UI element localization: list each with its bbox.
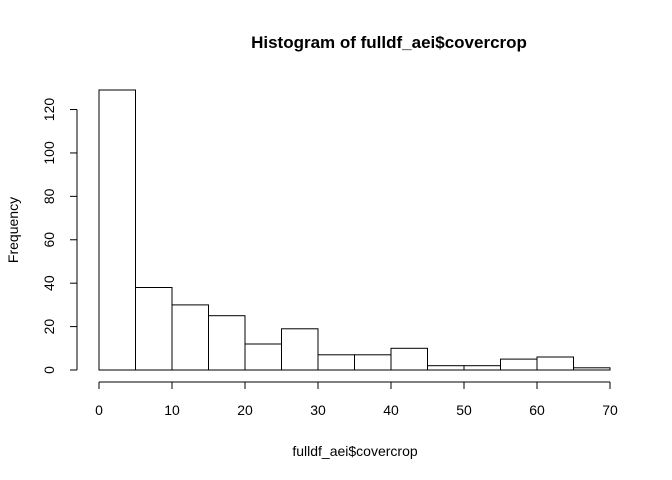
histogram-bar xyxy=(171,304,209,371)
y-tick-label: 80 xyxy=(41,188,57,204)
histogram-bar xyxy=(427,365,465,371)
x-tick-label: 50 xyxy=(456,402,472,418)
histogram-bar xyxy=(500,358,538,371)
y-axis: 0 20 40 60 80 100 120 xyxy=(41,98,78,374)
histogram-bar xyxy=(244,343,282,371)
histogram-bar xyxy=(573,367,611,371)
histogram-bar xyxy=(390,347,428,371)
y-tick-label: 60 xyxy=(41,232,57,248)
x-axis-label: fulldf_aei$covercrop xyxy=(292,443,418,459)
histogram-bar xyxy=(135,287,173,371)
histogram-bar xyxy=(208,315,246,371)
histogram-bar xyxy=(281,328,319,371)
y-tick-label: 100 xyxy=(41,141,57,165)
histogram-bar xyxy=(536,356,574,371)
y-tick-label: 120 xyxy=(41,98,57,122)
y-axis-label: Frequency xyxy=(5,197,21,263)
x-tick-label: 20 xyxy=(237,402,253,418)
histogram-bar xyxy=(463,365,501,371)
x-tick-label: 60 xyxy=(529,402,545,418)
x-tick-label: 70 xyxy=(602,402,618,418)
x-tick-label: 40 xyxy=(383,402,399,418)
x-tick-label: 10 xyxy=(164,402,180,418)
histogram-bar xyxy=(98,89,136,371)
y-tick-label: 0 xyxy=(41,366,57,374)
histogram-bar xyxy=(354,354,392,371)
x-tick-label: 0 xyxy=(95,402,103,418)
chart-title: Histogram of fulldf_aei$covercrop xyxy=(251,33,527,52)
bars-group xyxy=(98,89,611,371)
histogram-bar xyxy=(317,354,355,371)
y-tick-label: 20 xyxy=(41,319,57,335)
x-tick-label: 30 xyxy=(310,402,326,418)
x-axis: 0 10 20 30 40 50 60 70 xyxy=(95,381,618,418)
y-tick-label: 40 xyxy=(41,275,57,291)
